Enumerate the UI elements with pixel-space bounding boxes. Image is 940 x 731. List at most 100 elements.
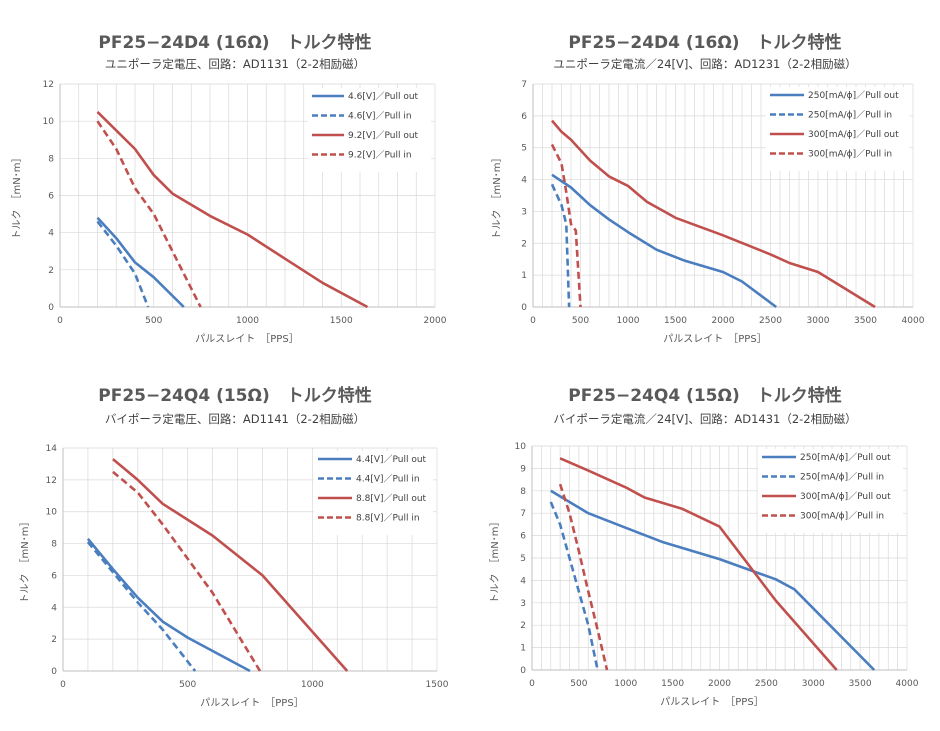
y-tick-label: 6 [48,192,54,202]
legend-label: 250[mA/ϕ]／Pull out [808,90,899,101]
y-tick-label: 8 [520,487,526,497]
y-tick-label: 0 [520,666,526,676]
x-tick-label: 1500 [330,316,353,326]
x-axis-label: パルスレイト ［PPS］ [660,696,763,708]
y-axis-label: トルク ［mN･m］ [491,153,503,240]
legend-label: 4.6[V]／Pull out [348,91,419,102]
legend-label: 300[mA/ϕ]／Pull in [800,511,884,522]
legend-label: 9.2[V]／Pull out [348,130,419,141]
legend-label: 4.4[V]／Pull out [356,454,427,465]
y-tick-label: 4 [520,576,526,586]
chart-panel-2: 0 1 2 3 4 5 6 7 0 500 1000 1500 2000 2500 3000 3500 4000… [470,0,940,365]
x-tick-label: 3500 [854,316,877,326]
y-tick-label: 1 [521,271,527,281]
series-line-2 [549,501,599,671]
x-tick-label: 1500 [661,679,684,689]
x-tick-label: 500 [145,316,162,326]
legend-box [758,449,903,533]
y-tick-label: 5 [521,144,527,154]
legend-label: 4.6[V]／Pull in [348,111,412,122]
x-tick-label: 2000 [424,316,447,326]
legend-label: 250[mA/ϕ]／Pull in [808,110,892,121]
y-tick-label: 2 [51,635,57,645]
chart-title: PF25−24D4 (16Ω) トルク特性 [98,32,371,53]
y-axis-label: トルク ［mN･m］ [489,517,501,604]
x-tick-label: 1500 [426,680,449,690]
legend-label: 250[mA/ϕ]／Pull out [800,452,891,463]
y-tick-label: 8 [48,154,54,164]
x-tick-label: 1000 [236,316,259,326]
x-tick-label: 1500 [664,316,687,326]
x-tick-label: 500 [179,680,196,690]
y-tick-label: 14 [46,444,58,454]
y-tick-label: 6 [520,532,526,542]
legend-label: 8.8[V]／Pull in [356,513,420,524]
chart-4-svg: 0 1 2 3 4 5 6 7 8 9 10 0 500 1000 1500 2000 2500 3000 3500… [489,385,919,708]
x-tick-label: 1000 [614,679,637,689]
y-tick-label: 2 [520,621,526,631]
y-tick-label: 2 [521,239,527,249]
series-line-1 [550,489,876,671]
y-tick-label: 10 [43,117,55,127]
chart-panel-1: 0 2 4 6 8 10 12 0 500 1000 1500 2000 PF25−24D4 (16Ω)… [0,0,470,365]
y-tick-label: 8 [51,540,57,550]
legend-label: 300[mA/ϕ]／Pull out [808,129,899,140]
x-axis-label: パルスレイト ［PPS］ [195,333,298,345]
y-tick-label: 4 [521,176,527,186]
x-tick-label: 2500 [759,316,782,326]
series-line-4 [96,120,202,308]
series-line-3 [551,119,876,309]
y-tick-label: 9 [520,464,526,474]
legend-label: 4.4[V]／Pull in [356,474,420,485]
x-axis-label: パルスレイト ［PPS］ [663,333,766,345]
chart-title: PF25−24Q4 (15Ω) トルク特性 [568,385,841,406]
y-tick-label: 7 [520,509,526,519]
x-tick-label: 500 [572,316,589,326]
x-tick-label: 0 [60,680,66,690]
x-tick-label: 0 [529,679,535,689]
chart-subtitle: ユニポーラ定電圧、回路：AD1131（2-2相励磁） [105,57,365,71]
legend-label: 8.8[V]／Pull out [356,493,427,504]
chart-subtitle: バイポーラ定電流／24[V]、回路：AD1431（2-2相励磁） [553,412,856,426]
x-tick-label: 1000 [301,680,324,690]
series-line-1 [96,216,185,308]
chart-3-svg: 0 2 4 6 8 10 12 14 0 500 1000 1500 PF25−24Q4 (15Ω) ト… [19,385,449,709]
y-tick-label: 3 [520,599,526,609]
legend-box [308,88,431,172]
y-tick-label: 6 [521,112,527,122]
y-tick-label: 2 [48,266,54,276]
chart-subtitle: バイポーラ定電圧、回路：AD1141（2-2相励磁） [105,412,365,426]
legend-box [766,87,909,171]
x-tick-label: 3000 [807,316,830,326]
series-line-4 [550,143,582,308]
y-tick-label: 0 [521,303,527,313]
chart-subtitle: ユニポーラ定電流／24[V]、回路：AD1231（2-2相励磁） [553,57,856,71]
x-tick-label: 4000 [902,316,925,326]
x-tick-label: 1000 [617,316,640,326]
x-tick-label: 3500 [849,679,872,689]
x-axis-label: パルスレイト ［PPS］ [200,697,303,709]
legend-label: 250[mA/ϕ]／Pull in [800,472,884,483]
series-line-2 [96,220,150,308]
series-line-4 [112,470,262,672]
y-tick-label: 12 [43,80,54,90]
y-tick-label: 4 [48,229,54,239]
chart-title: PF25−24D4 (16Ω) トルク特性 [568,32,841,53]
series-line-4 [558,483,609,671]
y-tick-label: 12 [46,476,57,486]
x-tick-label: 0 [530,316,536,326]
series-line-2 [550,183,571,308]
x-tick-label: 3000 [802,679,825,689]
y-tick-label: 6 [51,571,57,581]
x-tick-label: 500 [570,679,587,689]
y-axis-label: トルク ［mN･m］ [19,517,31,604]
series-line-2 [86,541,197,672]
chart-2-svg: 0 1 2 3 4 5 6 7 0 500 1000 1500 2000 2500 3000 3500 4000… [491,32,925,345]
chart-panel-4: 0 1 2 3 4 5 6 7 8 9 10 0 500 1000 1500 2000 2500 3000 3500… [470,365,940,730]
x-tick-label: 4000 [896,679,919,689]
chart-1-svg: 0 2 4 6 8 10 12 0 500 1000 1500 2000 PF25−24D4 (16Ω)… [11,32,447,345]
series-line-1 [86,537,251,673]
series-line-3 [96,110,369,309]
y-tick-label: 0 [51,667,57,677]
x-tick-label: 2000 [712,316,735,326]
